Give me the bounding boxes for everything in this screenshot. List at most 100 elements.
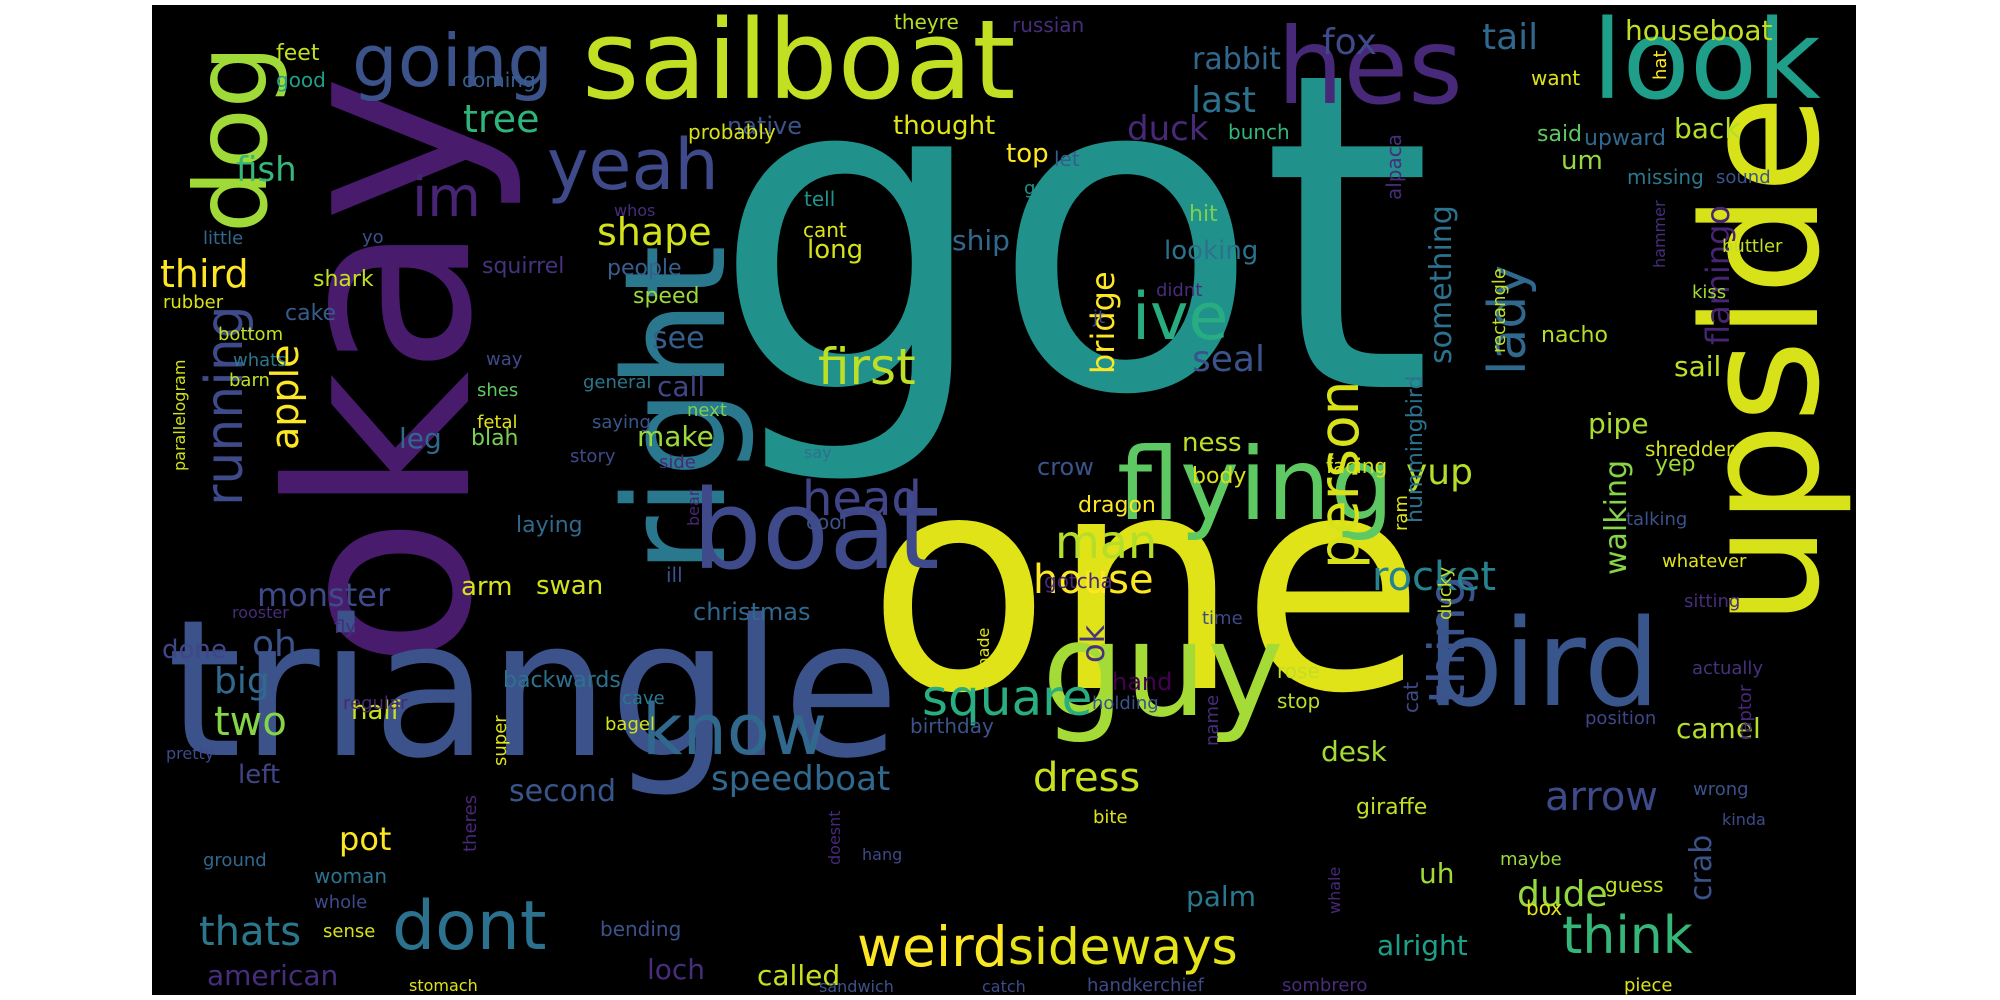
cloud-word-cant: cant	[803, 218, 847, 242]
cloud-word-piece: piece	[1624, 975, 1673, 995]
cloud-word-call: call	[657, 370, 706, 403]
cloud-word-dress: dress	[1033, 755, 1141, 801]
cloud-word-rubber: rubber	[163, 292, 224, 313]
cloud-word-birthday: birthday	[910, 714, 994, 738]
cloud-word-holding: holding	[1092, 693, 1159, 714]
cloud-word-ship: ship	[952, 224, 1010, 257]
cloud-word-flying: flying	[1117, 426, 1394, 543]
cloud-word-got: got	[712, 5, 1434, 491]
cloud-word-people: people	[607, 256, 682, 281]
cloud-word-duck: duck	[1127, 109, 1209, 149]
cloud-word-rose: rose	[1277, 659, 1320, 683]
cloud-word-crab: crab	[1684, 834, 1719, 901]
cloud-word-rooster: rooster	[232, 603, 289, 622]
cloud-word-speed: speed	[633, 284, 700, 309]
cloud-word-pot: pot	[339, 820, 392, 858]
cloud-word-something: something	[1424, 205, 1459, 364]
cloud-word-barn: barn	[229, 370, 270, 391]
cloud-word-tree: tree	[463, 97, 540, 141]
cloud-word-body: body	[1192, 464, 1247, 489]
cloud-word-top: top	[1006, 139, 1049, 169]
cloud-word-catch: catch	[982, 977, 1026, 995]
cloud-word-sailboat: sailboat	[582, 5, 1016, 124]
cloud-word-ram: ram	[1391, 495, 1412, 531]
cloud-word-way: way	[486, 349, 523, 370]
cloud-word-american: american	[207, 959, 339, 992]
cloud-word-flamingo: flamingo	[1699, 205, 1737, 345]
cloud-word-name: name	[1202, 694, 1223, 746]
cloud-word-bear: bear	[684, 489, 703, 526]
cloud-word-pipe: pipe	[1588, 407, 1649, 440]
cloud-word-bending: bending	[600, 917, 682, 941]
cloud-word-box: box	[1526, 896, 1563, 920]
cloud-word-oh: oh	[252, 624, 297, 665]
cloud-word-first: first	[818, 338, 916, 396]
cloud-word-see: see	[652, 321, 705, 356]
cloud-word-said: said	[1537, 122, 1583, 147]
cloud-word-sound: sound	[1716, 167, 1771, 188]
cloud-word-side: side	[659, 452, 696, 473]
cloud-word-facing: facing	[1326, 454, 1388, 478]
cloud-word-sitting: sitting	[1684, 591, 1741, 612]
cloud-word-um: um	[1561, 146, 1603, 176]
cloud-word-arm: arm	[461, 572, 513, 602]
cloud-word-houseboat: houseboat	[1625, 14, 1773, 47]
cloud-word-hammer: hammer	[1650, 200, 1669, 268]
cloud-word-half: half	[351, 696, 400, 726]
cloud-word-bagel: bagel	[605, 714, 655, 735]
cloud-word-didnt: didnt	[1156, 280, 1203, 301]
cloud-word-triangle: triangle	[167, 579, 900, 800]
word-cloud: got one okay triangle upside right sailboat guy…	[152, 5, 1856, 995]
cloud-word-arrow: arrow	[1545, 774, 1659, 820]
cloud-word-dog: dog	[173, 44, 290, 233]
cloud-word-thats: thats	[199, 909, 302, 955]
cloud-word-probably: probably	[688, 120, 776, 144]
cloud-word-think: think	[1562, 906, 1693, 966]
cloud-word-squirrel: squirrel	[482, 254, 565, 279]
cloud-word-loch: loch	[647, 953, 706, 986]
cloud-word-jt: jt	[1093, 307, 1106, 328]
cloud-word-ive: ive	[1132, 280, 1229, 355]
cloud-word-one: one	[867, 410, 1426, 759]
cloud-word-rectangle: rectangle	[1489, 268, 1510, 353]
cloud-word-palm: palm	[1186, 880, 1256, 913]
cloud-word-leg: leg	[399, 422, 442, 455]
cloud-word-stomach: stomach	[409, 976, 478, 995]
cloud-word-house: house	[1033, 557, 1154, 603]
cloud-word-guess: guess	[1605, 873, 1664, 897]
cloud-word-bird: bird	[1427, 595, 1660, 734]
cloud-word-back: back	[1674, 112, 1741, 145]
cloud-word-whatever: whatever	[1662, 551, 1747, 572]
cloud-word-rocket: rocket	[1372, 554, 1497, 600]
cloud-word-camel: camel	[1676, 712, 1761, 745]
cloud-word-swan: swan	[536, 571, 604, 601]
cloud-word-hat: hat	[1650, 50, 1671, 81]
cloud-word-talking: talking	[1626, 509, 1688, 530]
cloud-word-yup: yup	[1406, 452, 1473, 493]
cloud-word-looking: looking	[1164, 236, 1259, 266]
cloud-word-woman: woman	[314, 864, 388, 888]
cloud-word-going: going	[352, 19, 554, 103]
cloud-word-sombrero: sombrero	[1282, 975, 1368, 995]
cloud-word-rabbit: rabbit	[1192, 42, 1281, 77]
cloud-word-ground: ground	[203, 850, 267, 871]
cloud-word-native: native	[727, 112, 802, 140]
cloud-word-fox: fox	[1322, 22, 1377, 63]
cloud-word-hang: hang	[862, 845, 903, 864]
cloud-word-story: story	[570, 446, 616, 467]
cloud-word-bite: bite	[1093, 807, 1128, 828]
cloud-word-dude: dude	[1517, 874, 1608, 915]
cloud-word-yo: yo	[362, 227, 384, 248]
cloud-word-make: make	[637, 420, 714, 453]
cloud-word-gotcha: gotcha	[1044, 569, 1113, 593]
cloud-word-last: last	[1191, 80, 1256, 121]
cloud-word-russian: russian	[1012, 13, 1085, 37]
cloud-word-christmas: christmas	[693, 598, 811, 626]
cloud-word-tail: tail	[1482, 17, 1539, 58]
cloud-word-monster: monster	[257, 576, 391, 614]
cloud-word-weird: weird	[857, 915, 1008, 979]
cloud-word-whos: whos	[614, 201, 656, 220]
cloud-word-regular: regular	[343, 693, 408, 714]
cloud-word-sandwich: sandwich	[819, 977, 894, 995]
cloud-word-hit: hit	[1189, 202, 1218, 227]
